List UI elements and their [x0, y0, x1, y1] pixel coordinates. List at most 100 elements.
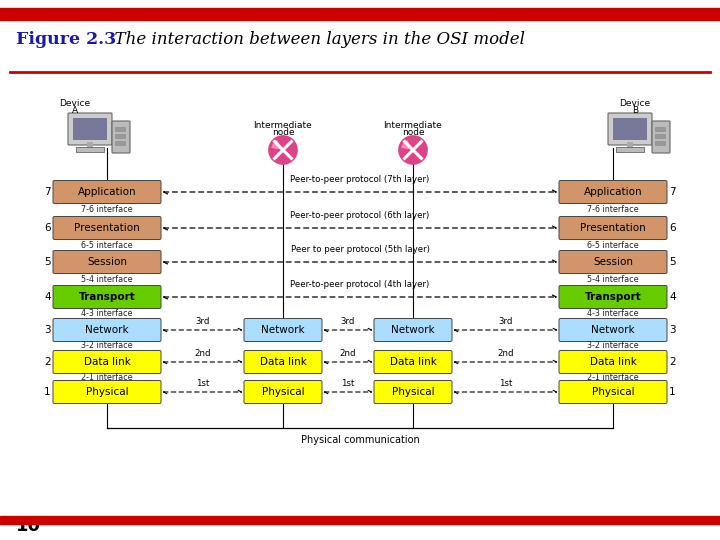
Text: 2-1 interface: 2-1 interface: [588, 373, 639, 381]
Bar: [87, 142, 93, 148]
FancyBboxPatch shape: [559, 286, 667, 308]
Text: 2nd: 2nd: [340, 348, 356, 357]
Text: 5: 5: [669, 257, 676, 267]
FancyBboxPatch shape: [559, 319, 667, 341]
Text: 7: 7: [44, 187, 51, 197]
Text: Physical: Physical: [392, 387, 434, 397]
Text: Application: Application: [78, 187, 136, 197]
Text: Physical: Physical: [592, 387, 634, 397]
Text: 3rd: 3rd: [498, 316, 513, 326]
Text: Intermediate: Intermediate: [253, 121, 312, 130]
Bar: [616, 147, 644, 152]
Text: Intermediate: Intermediate: [384, 121, 442, 130]
FancyBboxPatch shape: [53, 286, 161, 308]
Text: Physical communication: Physical communication: [301, 435, 419, 445]
FancyBboxPatch shape: [244, 381, 322, 403]
Text: Transport: Transport: [585, 292, 642, 302]
Text: Figure 2.3: Figure 2.3: [16, 31, 116, 49]
Text: Data link: Data link: [390, 357, 436, 367]
Text: 1: 1: [44, 387, 51, 397]
Text: 3rd: 3rd: [341, 316, 355, 326]
Text: 3: 3: [669, 325, 676, 335]
FancyBboxPatch shape: [244, 319, 322, 341]
Text: 4: 4: [44, 292, 51, 302]
Text: Peer-to-peer protocol (7th layer): Peer-to-peer protocol (7th layer): [290, 175, 430, 184]
Text: Data link: Data link: [590, 357, 636, 367]
Wedge shape: [271, 140, 283, 150]
Text: 1: 1: [669, 387, 676, 397]
Text: 2nd: 2nd: [498, 348, 514, 357]
Text: 2-1 interface: 2-1 interface: [81, 373, 132, 381]
Text: 2: 2: [669, 357, 676, 367]
FancyBboxPatch shape: [53, 319, 161, 341]
Text: 4-3 interface: 4-3 interface: [81, 309, 132, 318]
FancyBboxPatch shape: [53, 381, 161, 403]
Text: Presentation: Presentation: [74, 223, 140, 233]
FancyBboxPatch shape: [559, 350, 667, 374]
Text: Network: Network: [261, 325, 305, 335]
Text: Application: Application: [584, 187, 642, 197]
Text: 5-4 interface: 5-4 interface: [81, 275, 132, 284]
Bar: [627, 142, 633, 148]
Bar: [73, 118, 107, 140]
FancyBboxPatch shape: [374, 350, 452, 374]
Text: Physical: Physical: [86, 387, 128, 397]
Bar: [655, 127, 665, 131]
FancyBboxPatch shape: [374, 319, 452, 341]
Text: 6-5 interface: 6-5 interface: [588, 240, 639, 249]
Text: 2nd: 2nd: [194, 348, 211, 357]
Text: 6-5 interface: 6-5 interface: [81, 240, 132, 249]
Text: Session: Session: [87, 257, 127, 267]
Bar: [115, 127, 125, 131]
Text: Device: Device: [619, 99, 651, 108]
Text: 5-4 interface: 5-4 interface: [588, 275, 639, 284]
Text: 6: 6: [44, 223, 51, 233]
Text: Peer-to-peer protocol (4th layer): Peer-to-peer protocol (4th layer): [290, 280, 430, 289]
Text: 7-6 interface: 7-6 interface: [81, 206, 132, 214]
Text: 3: 3: [44, 325, 51, 335]
Text: 6: 6: [669, 223, 676, 233]
Text: node: node: [271, 128, 294, 137]
FancyBboxPatch shape: [559, 251, 667, 273]
FancyBboxPatch shape: [53, 350, 161, 374]
Text: 5: 5: [44, 257, 51, 267]
Text: A: A: [72, 106, 78, 115]
FancyBboxPatch shape: [244, 350, 322, 374]
Text: 1st: 1st: [196, 379, 210, 388]
Text: Device: Device: [60, 99, 91, 108]
Text: node: node: [402, 128, 424, 137]
Text: 3rd: 3rd: [195, 316, 210, 326]
Text: Data link: Data link: [84, 357, 130, 367]
Text: 1st: 1st: [341, 379, 355, 388]
FancyBboxPatch shape: [53, 217, 161, 240]
Text: Presentation: Presentation: [580, 223, 646, 233]
Text: 3-2 interface: 3-2 interface: [588, 341, 639, 350]
FancyBboxPatch shape: [112, 121, 130, 153]
Text: Transport: Transport: [78, 292, 135, 302]
FancyBboxPatch shape: [53, 251, 161, 273]
Bar: [613, 118, 647, 140]
FancyBboxPatch shape: [559, 217, 667, 240]
Text: 7-6 interface: 7-6 interface: [588, 206, 639, 214]
Text: Physical: Physical: [261, 387, 305, 397]
Text: 10: 10: [16, 517, 41, 535]
Bar: [76, 147, 104, 152]
FancyBboxPatch shape: [652, 121, 670, 153]
Text: 2: 2: [44, 357, 51, 367]
Text: 1st: 1st: [499, 379, 512, 388]
Text: Network: Network: [591, 325, 635, 335]
Text: Session: Session: [593, 257, 633, 267]
Text: B: B: [632, 106, 638, 115]
Bar: [115, 141, 125, 145]
Text: 4-3 interface: 4-3 interface: [588, 309, 639, 318]
Text: The interaction between layers in the OSI model: The interaction between layers in the OS…: [104, 31, 525, 49]
FancyBboxPatch shape: [68, 113, 112, 145]
Text: Network: Network: [85, 325, 129, 335]
Bar: [115, 134, 125, 138]
Wedge shape: [401, 140, 413, 150]
Bar: [655, 134, 665, 138]
Bar: [655, 141, 665, 145]
Text: Network: Network: [391, 325, 435, 335]
Text: 7: 7: [669, 187, 676, 197]
Circle shape: [399, 136, 427, 164]
